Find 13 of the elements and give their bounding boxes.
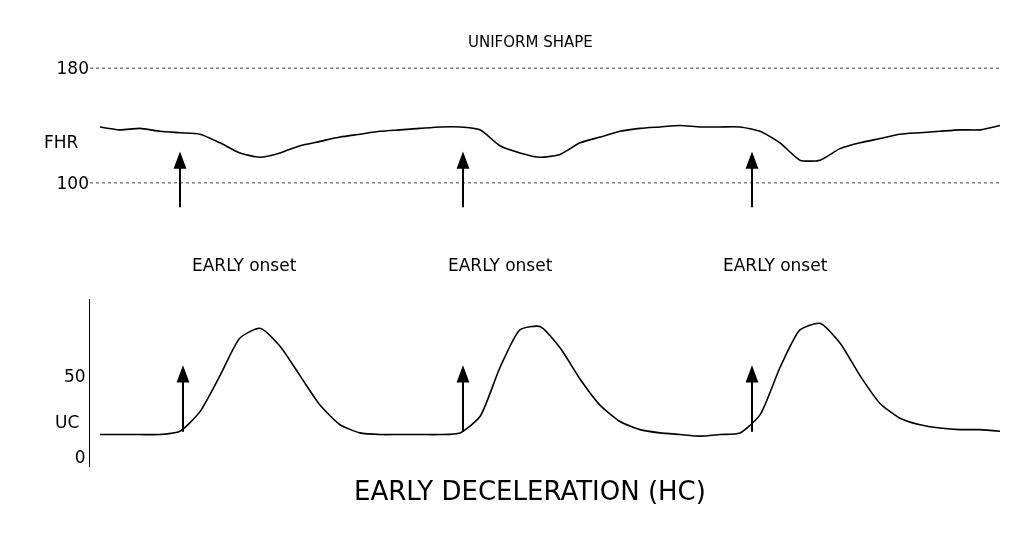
- y-tick-label: 0: [74, 447, 86, 468]
- text: EARLY onset: [192, 255, 297, 275]
- y-tick-label: 100: [56, 173, 89, 194]
- text: EARLY onset: [448, 255, 553, 275]
- text: EARLY DECELERATION (HC): [354, 476, 706, 506]
- text: EARLY onset: [723, 255, 828, 275]
- y-axis-title: FHR: [44, 132, 79, 152]
- line-series: [99, 124, 1001, 162]
- chart-title: UNIFORM SHAPE: [468, 33, 593, 51]
- y-tick-label: 50: [63, 365, 86, 386]
- y-axis-title: UC: [55, 412, 80, 432]
- y-tick-label: 180: [56, 57, 89, 78]
- line-series: [99, 322, 1001, 437]
